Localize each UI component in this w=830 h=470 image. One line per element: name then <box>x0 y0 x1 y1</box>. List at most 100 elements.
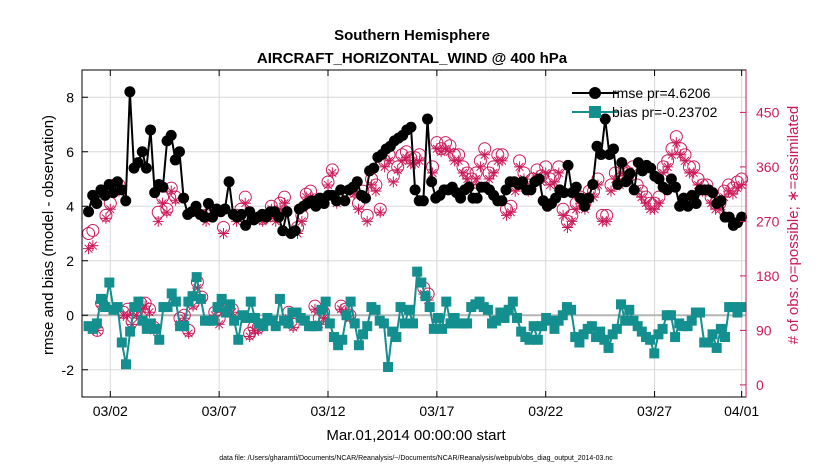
rmse-point <box>273 211 285 223</box>
bias-point <box>616 299 627 310</box>
assimilated-obs-point <box>326 167 338 179</box>
rmse-point <box>500 184 512 196</box>
bias-point <box>333 340 344 351</box>
bias-point <box>312 321 323 332</box>
assimilated-obs-point <box>257 215 269 227</box>
rmse-point <box>310 200 322 212</box>
possible-obs-point <box>82 227 96 240</box>
assimilated-obs-point <box>100 212 112 224</box>
rmse-point <box>421 113 433 125</box>
assimilated-obs-point <box>688 167 700 179</box>
rmse-point <box>405 121 417 133</box>
assimilated-obs-point <box>122 309 134 321</box>
bias-point <box>387 326 398 337</box>
rmse-point <box>690 198 702 210</box>
bias-point <box>187 291 198 302</box>
bias-point <box>370 304 381 315</box>
bias-point <box>291 307 302 318</box>
rmse-point <box>678 192 690 204</box>
bias-point <box>516 326 527 337</box>
bias-point <box>154 334 165 345</box>
assimilated-obs-point <box>662 161 674 173</box>
footer-note: data file: /Users/gharamti/Documents/NCA… <box>219 455 613 462</box>
bias-point <box>445 318 456 329</box>
bias-point <box>191 272 202 283</box>
bias-point <box>711 342 722 353</box>
assimilated-obs-point <box>435 146 447 158</box>
legend-label-rmse: rmse pr=4.6206 <box>612 85 711 101</box>
assimilated-obs-point <box>640 197 652 209</box>
bias-point <box>120 359 131 370</box>
assimilated-obs-point <box>553 167 565 179</box>
rmse-point <box>409 184 421 196</box>
rmse-point <box>628 184 640 196</box>
y-tick-label-left: 6 <box>66 144 74 160</box>
rmse-point <box>682 200 694 212</box>
rmse-point <box>83 206 95 218</box>
x-tick-label: 03/07 <box>202 403 237 419</box>
rmse-point <box>198 211 210 223</box>
rmse-point <box>525 184 537 196</box>
rmse-point <box>562 159 574 171</box>
bias-point <box>449 312 460 323</box>
bias-point <box>220 307 231 318</box>
x-tick-label: 03/12 <box>310 403 345 419</box>
assimilated-obs-point <box>213 318 225 330</box>
assimilated-obs-point <box>296 215 308 227</box>
rmse-point <box>674 200 686 212</box>
bias-point <box>632 321 643 332</box>
assimilated-obs-point <box>244 330 256 342</box>
rmse-point <box>661 184 673 196</box>
rmse-point <box>368 162 380 174</box>
rmse-point <box>223 176 235 188</box>
rmse-point <box>715 195 727 207</box>
bias-point <box>707 329 718 340</box>
assimilated-obs-point <box>83 243 95 255</box>
bias-point <box>703 337 714 348</box>
rmse-point <box>624 168 636 180</box>
rmse-point <box>574 192 586 204</box>
rmse-point <box>219 203 231 215</box>
assimilated-obs-point <box>370 185 382 197</box>
rmse-point <box>318 198 330 210</box>
assimilated-obs-point <box>183 327 195 339</box>
bias-point <box>657 323 668 334</box>
assimilated-obs-point <box>461 173 473 185</box>
bias-point <box>424 302 435 313</box>
bias-point <box>670 332 681 343</box>
rmse-point <box>178 192 190 204</box>
possible-obs-point <box>86 223 100 237</box>
bias-point <box>599 334 610 345</box>
assimilated-obs-point <box>431 143 443 155</box>
rmse-point <box>173 146 185 158</box>
bias-point <box>507 296 518 307</box>
rmse-point <box>670 181 682 193</box>
bias-point <box>129 302 140 313</box>
assimilated-obs-point <box>274 203 286 215</box>
bias-point <box>241 312 252 323</box>
bias-point <box>586 321 597 332</box>
assimilated-obs-point <box>178 312 190 324</box>
assimilated-obs-point <box>514 161 526 173</box>
assimilated-obs-point <box>318 312 330 324</box>
assimilated-obs-point <box>383 155 395 167</box>
bias-point <box>512 312 523 323</box>
rmse-point <box>496 195 508 207</box>
bias-point <box>266 315 277 326</box>
assimilated-obs-point <box>487 167 499 179</box>
y-tick-label-left: 2 <box>66 253 74 269</box>
bias-point <box>403 304 414 315</box>
tick-layer: 03/02 03/07 03/12 03/17 03/22 03/27 04/01 -2 0 2 4… <box>62 70 780 419</box>
rmse-point <box>686 189 698 201</box>
assimilated-obs-point <box>731 182 743 194</box>
rmse-point <box>202 198 214 210</box>
rmse-point <box>612 178 624 190</box>
assimilated-obs-point <box>87 240 99 252</box>
rmse-point <box>359 192 371 204</box>
rmse-point <box>517 176 529 188</box>
assimilated-obs-point <box>165 185 177 197</box>
rmse-point <box>632 157 644 169</box>
assimilated-obs-point <box>427 167 439 179</box>
rmse-point <box>331 195 343 207</box>
bias-point <box>125 326 136 337</box>
